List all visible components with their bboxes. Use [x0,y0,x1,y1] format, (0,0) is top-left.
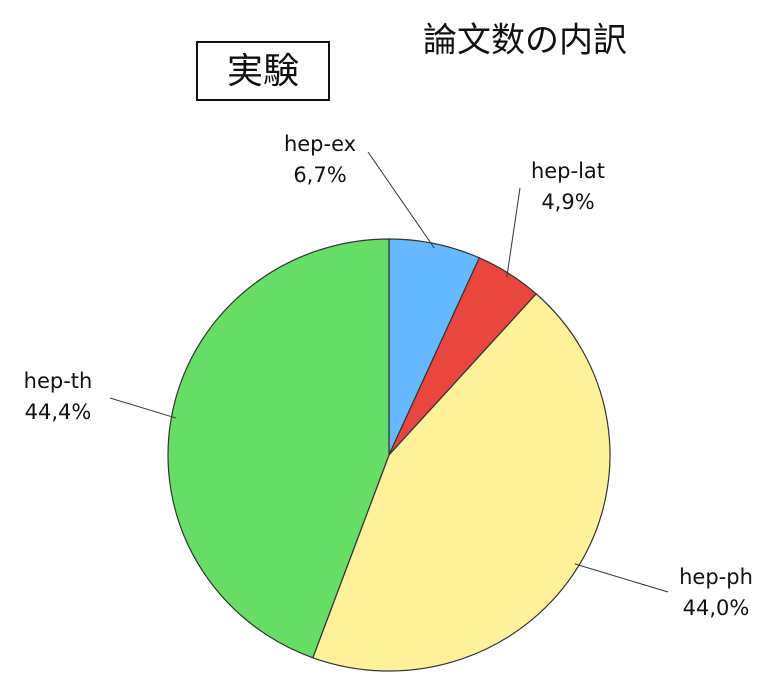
chart-title: 論文数の内訳 [423,21,627,61]
slice-value-label: 4,9% [541,190,594,214]
slice-value-label: 44,0% [683,596,750,620]
leader-line [109,397,176,419]
slice-label: hep-ex [284,132,356,156]
slice-value-label: 6,7% [293,163,346,187]
slice-value-label: 44,4% [25,400,92,424]
slice-label: hep-ph [679,565,753,589]
leader-line [574,563,669,593]
leader-line [506,187,521,278]
leader-line [367,151,435,249]
slice-label: hep-lat [531,159,605,183]
slice-label: hep-th [24,369,93,393]
annotation: 実験 [227,51,299,92]
annotation-box [196,41,330,101]
pie-slice [167,238,390,659]
pie-slice [312,293,611,672]
